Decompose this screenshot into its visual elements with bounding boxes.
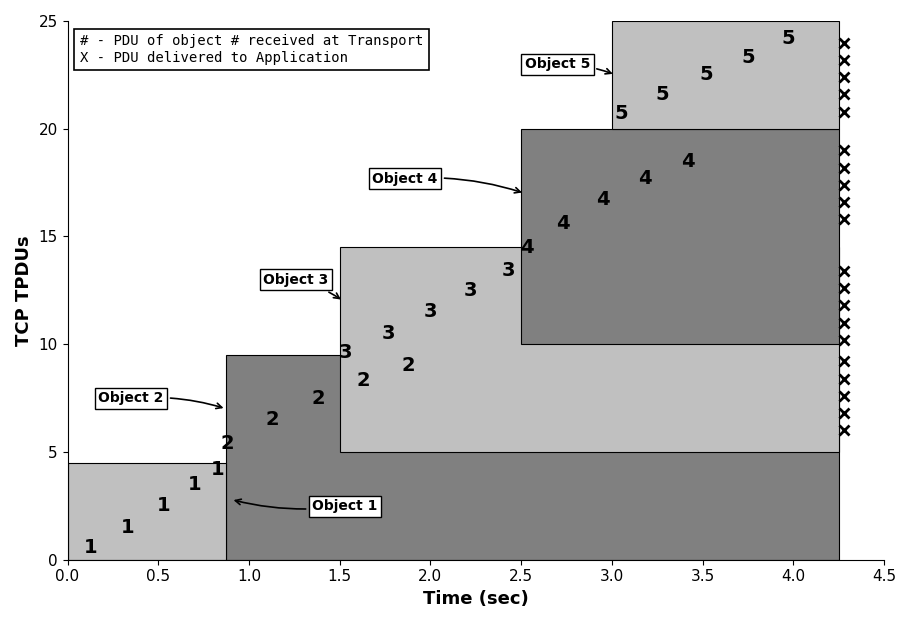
Text: Object 4: Object 4 xyxy=(373,171,520,193)
Text: Object 5: Object 5 xyxy=(525,57,611,74)
Text: 4: 4 xyxy=(681,151,695,171)
Text: 5: 5 xyxy=(781,29,794,48)
Text: 2: 2 xyxy=(311,389,324,407)
Text: 5: 5 xyxy=(741,48,754,67)
Text: 4: 4 xyxy=(596,191,609,209)
Text: Object 2: Object 2 xyxy=(98,391,222,409)
Text: 3: 3 xyxy=(464,281,477,300)
Text: 5: 5 xyxy=(700,65,713,84)
Text: 1: 1 xyxy=(120,518,134,537)
Y-axis label: TCP TPDUs: TCP TPDUs xyxy=(15,235,33,346)
Text: Object 1: Object 1 xyxy=(235,499,378,513)
Text: 4: 4 xyxy=(519,238,533,257)
Text: # - PDU of object # received at Transport
X - PDU delivered to Application: # - PDU of object # received at Transpor… xyxy=(80,34,423,65)
Text: 3: 3 xyxy=(338,343,352,363)
Text: 1: 1 xyxy=(85,538,97,558)
Bar xyxy=(226,355,839,559)
Text: 3: 3 xyxy=(382,324,395,343)
Bar xyxy=(340,247,839,452)
Text: 1: 1 xyxy=(157,497,170,515)
Text: 2: 2 xyxy=(220,434,234,453)
Text: Object 3: Object 3 xyxy=(263,273,340,298)
X-axis label: Time (sec): Time (sec) xyxy=(423,590,528,608)
Text: 4: 4 xyxy=(638,169,651,188)
Text: 5: 5 xyxy=(614,104,628,123)
Text: 5: 5 xyxy=(656,85,670,104)
Bar xyxy=(67,463,226,559)
Text: 3: 3 xyxy=(424,302,437,321)
Text: 2: 2 xyxy=(402,356,415,375)
Text: 3: 3 xyxy=(502,262,515,280)
Text: 2: 2 xyxy=(266,410,280,429)
Text: 1: 1 xyxy=(211,460,225,478)
Text: 4: 4 xyxy=(556,214,569,233)
Bar xyxy=(612,21,839,129)
Bar xyxy=(521,129,839,345)
Text: 1: 1 xyxy=(188,475,201,494)
Text: 2: 2 xyxy=(356,371,370,391)
